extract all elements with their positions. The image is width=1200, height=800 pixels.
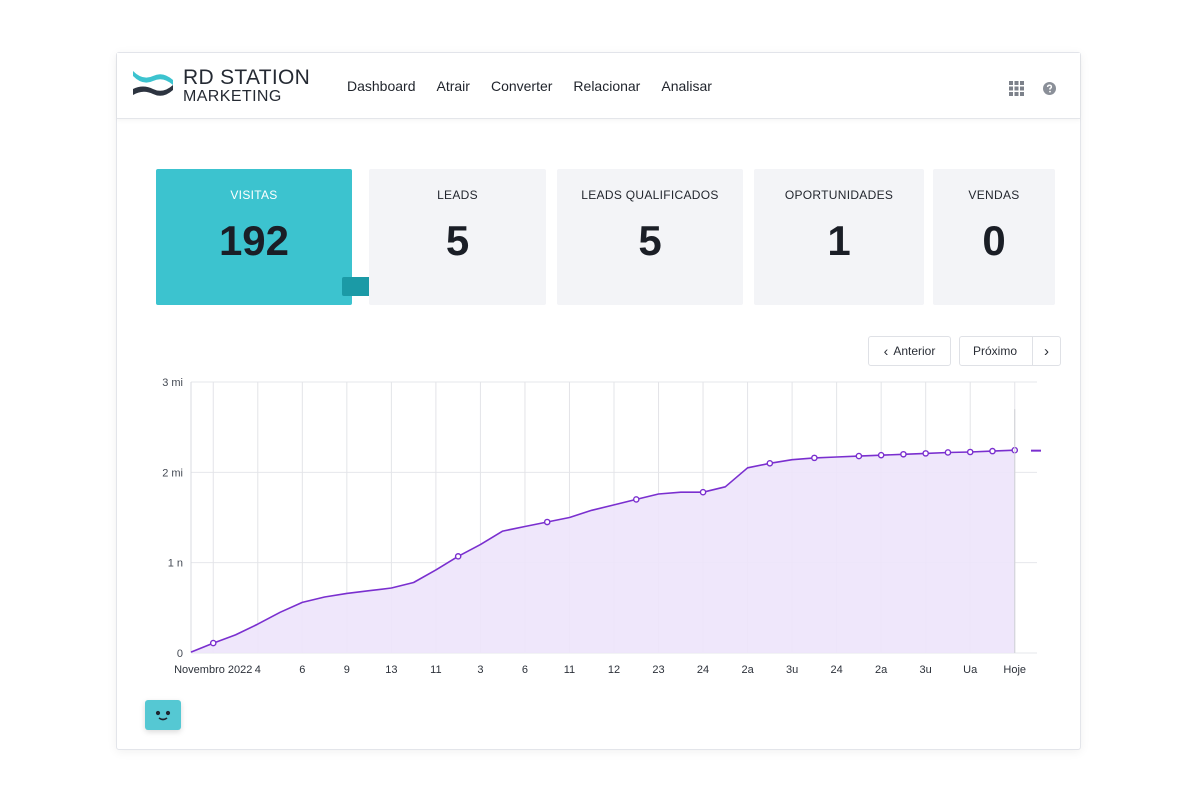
nav-analisar[interactable]: Analisar [661, 78, 712, 94]
metric-value: 0 [982, 217, 1006, 264]
chat-face-icon [155, 710, 171, 721]
metric-value: 1 [827, 217, 851, 264]
x-tick-label: 3u [920, 664, 932, 676]
y-tick-label: 0 [177, 648, 183, 660]
x-tick-label: 3 [477, 664, 483, 676]
y-tick-label: 1 n [168, 558, 183, 570]
x-tick-label: 13 [385, 664, 397, 676]
metric-label: VISITAS [230, 188, 278, 202]
metric-card-visitas[interactable]: VISITAS 192 [156, 169, 352, 305]
brand-logo[interactable]: RD STATION MARKETING [131, 67, 321, 107]
data-point [543, 518, 551, 526]
data-point [811, 454, 818, 462]
nav-converter[interactable]: Converter [490, 78, 553, 94]
x-tick-label: 12 [608, 664, 620, 676]
x-tick-label: Hoje [1003, 664, 1026, 676]
help-circle-icon[interactable] [1043, 82, 1056, 95]
x-tick-label: 11 [430, 664, 441, 676]
metric-card-oportunidades[interactable]: OPORTUNIDADES 1 [754, 169, 924, 305]
data-point [900, 450, 907, 458]
next-button[interactable]: Próximo › [959, 336, 1061, 366]
metric-label: LEADS [437, 188, 478, 202]
next-label: Próximo [973, 344, 1018, 358]
metric-label: VENDAS [968, 188, 1020, 202]
data-point [989, 447, 996, 455]
metric-label: OPORTUNIDADES [784, 188, 894, 202]
metric-card-leads[interactable]: LEADS 5 [369, 169, 546, 305]
nav-dashboard[interactable]: Dashboard [347, 78, 416, 94]
metric-card-vendas[interactable]: VENDAS 0 [933, 169, 1055, 305]
series-area [191, 450, 1015, 653]
brand-line-2: MARKETING [183, 88, 282, 105]
metric-value: 192 [218, 217, 290, 264]
x-tick-label: 23 [652, 664, 664, 676]
x-tick-label: 2a [875, 664, 888, 676]
metric-value: 5 [445, 217, 470, 264]
x-tick-label: 11 [564, 664, 575, 676]
top-navigation-bar: RD STATION MARKETING Dashboard Atrair Co… [117, 53, 1080, 119]
previous-button[interactable]: ‹ Anterior [868, 336, 951, 366]
grid-icon[interactable] [1009, 81, 1024, 96]
metric-card-leads-qualificados[interactable]: LEADS QUALIFICADOS 5 [557, 169, 743, 305]
nav-relacionar[interactable]: Relacionar [573, 78, 641, 94]
x-tick-label: 24 [831, 664, 843, 676]
x-tick-label: 6 [522, 664, 528, 676]
chevron-right-icon: › [1032, 337, 1060, 365]
x-tick-label: 2a [741, 664, 754, 676]
nav-atrair[interactable]: Atrair [436, 78, 470, 94]
x-tick-label: 9 [344, 664, 350, 676]
series-line [190, 449, 1015, 653]
data-point [766, 460, 774, 467]
data-point [699, 488, 707, 496]
data-point [922, 450, 929, 457]
rd-station-logo-icon [133, 71, 173, 96]
visits-chart: 0 1 n 2 mi 3 mi Novembro 2022 4 6 9 13 11 3 6 11 12 23… [162, 378, 1041, 676]
metric-value: 5 [638, 217, 662, 264]
data-point [855, 452, 863, 460]
x-tick-label: Novembro 2022 [174, 664, 252, 676]
data-point [944, 449, 952, 456]
brand-line-1: RD STATION [183, 66, 311, 89]
data-point [877, 451, 885, 459]
x-tick-label: 24 [697, 664, 709, 676]
y-tick-label: 2 mi [162, 467, 183, 479]
x-tick-label: Ua [963, 664, 978, 676]
y-tick-label: 3 mi [162, 378, 183, 389]
previous-label: Anterior [893, 344, 936, 358]
data-point [966, 448, 974, 456]
metric-label: LEADS QUALIFICADOS [581, 188, 719, 202]
data-point [209, 639, 217, 647]
x-tick-label: 3u [786, 664, 798, 676]
app-window: RD STATION MARKETING Dashboard Atrair Co… [116, 52, 1081, 750]
data-point [454, 553, 462, 560]
x-tick-label: 4 [255, 664, 261, 676]
data-point [632, 496, 640, 503]
chevron-left-icon: ‹ [883, 343, 889, 359]
chat-widget-button[interactable] [145, 700, 181, 730]
x-tick-label: 6 [299, 664, 305, 676]
main-nav: Dashboard Atrair Converter Relacionar An… [347, 53, 733, 119]
